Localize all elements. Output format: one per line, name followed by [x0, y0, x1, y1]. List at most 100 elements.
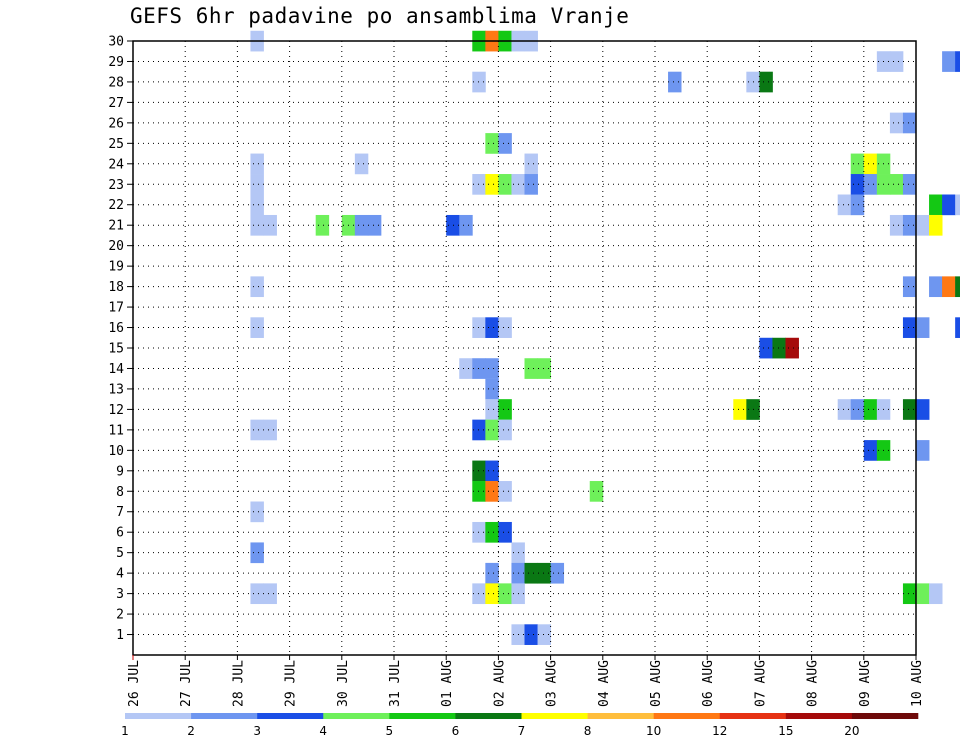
heatmap-cell: [550, 562, 565, 584]
heatmap-cell: [916, 317, 930, 338]
colorbar-swatch: [719, 713, 787, 719]
y-tick-label: 3: [116, 587, 124, 602]
heatmap-cell: [354, 153, 369, 175]
heatmap-cell: [485, 133, 499, 154]
heatmap-cell: [537, 562, 551, 584]
heatmap-cell: [929, 194, 943, 216]
heatmap-cell: [889, 112, 904, 134]
heatmap-cell: [498, 174, 512, 195]
heatmap-cell: [250, 419, 264, 441]
heatmap-cell: [498, 481, 512, 502]
y-tick-label: 29: [108, 55, 124, 70]
heatmap-cell: [850, 174, 865, 195]
heatmap-cell: [263, 583, 277, 605]
heatmap-cell: [263, 419, 277, 441]
heatmap-cell: [785, 337, 799, 359]
y-tick-label: 8: [116, 485, 124, 500]
colorbar-swatch: [257, 713, 324, 719]
colorbar-swatch: [455, 713, 522, 719]
heatmap-cell: [902, 583, 917, 605]
x-tick-label: 06 AUG: [701, 660, 716, 707]
y-tick-label: 2: [116, 608, 124, 623]
heatmap-cell: [250, 194, 264, 216]
y-tick-label: 6: [116, 526, 124, 541]
y-tick-label: 14: [108, 362, 124, 377]
y-tick-label: 1: [116, 628, 124, 643]
heatmap-cell: [485, 378, 499, 400]
x-tick-label: 05 AUG: [649, 660, 664, 707]
x-tick-label: 31 JUL: [388, 660, 403, 707]
y-tick-label: 17: [108, 301, 124, 316]
colorbar-label: 20: [844, 724, 859, 738]
x-tick-label: 30 JUL: [336, 660, 351, 707]
heatmap-cell: [902, 276, 917, 298]
heatmap-cell: [902, 399, 917, 420]
heatmap-cell: [498, 419, 512, 441]
heatmap-cell: [485, 419, 499, 441]
heatmap-cell: [902, 112, 917, 134]
colorbar-swatch: [125, 713, 192, 719]
heatmap-cell: [537, 624, 551, 645]
colorbar-label: 1: [121, 724, 129, 738]
heatmap-cell: [850, 153, 865, 175]
heatmap-cell: [589, 481, 604, 502]
colorbar-label: 6: [452, 724, 460, 738]
colorbar-label: 8: [584, 724, 592, 738]
x-tick-label: 08 AUG: [806, 660, 821, 707]
heatmap-cell: [472, 71, 486, 93]
heatmap-cell: [459, 358, 473, 379]
heatmap-cell: [472, 583, 486, 605]
x-tick-label: 09 AUG: [858, 660, 873, 707]
colorbar-swatch: [521, 713, 588, 719]
colorbar: 1 2 3 4 5 6 7 8 10 12 15 20: [121, 713, 919, 738]
x-tick-label: 27 JUL: [179, 660, 194, 707]
y-tick-label: 20: [108, 239, 124, 254]
heatmap-cell: [955, 317, 960, 338]
heatmap-cell: [498, 133, 512, 154]
heatmap-cell: [916, 214, 930, 236]
heatmap-cell: [472, 317, 486, 338]
heatmap-cell: [902, 174, 917, 195]
heatmap-cell: [850, 399, 865, 420]
colorbar-swatch: [323, 713, 390, 719]
colorbar-label: 12: [712, 724, 727, 738]
heatmap-cell: [759, 71, 773, 93]
y-tick-label: 18: [108, 280, 124, 295]
y-tick-label: 10: [108, 444, 124, 459]
heatmap-cell: [498, 399, 512, 420]
heatmap-cell: [537, 358, 551, 379]
x-tick-label: 02 AUG: [492, 660, 507, 707]
heatmap-cell: [263, 214, 277, 236]
y-tick-label: 23: [108, 178, 124, 193]
heatmap-cell: [485, 358, 499, 379]
colorbar-swatch: [587, 713, 654, 719]
heatmap-cell: [942, 51, 956, 72]
colorbar-swatch: [653, 713, 721, 719]
x-tick-label: 04 AUG: [597, 660, 612, 707]
y-tick-label: 24: [108, 157, 124, 172]
heatmap-cell: [733, 399, 747, 420]
heatmap-cell: [837, 399, 852, 420]
y-tick-label: 25: [108, 137, 124, 152]
y-tick-label: 12: [108, 403, 124, 418]
heatmap-cell: [916, 399, 930, 420]
heatmap-cell: [446, 214, 460, 236]
y-tick-label: 11: [108, 423, 124, 438]
heatmap-cell: [485, 583, 499, 605]
heatmap-cell: [929, 214, 943, 236]
heatmap-cell: [250, 153, 264, 175]
heatmap-cell: [250, 174, 264, 195]
heatmap-cell: [485, 174, 499, 195]
y-tick-label: 15: [108, 342, 124, 357]
y-tick-label: 22: [108, 198, 124, 213]
y-tick-label: 5: [116, 546, 124, 561]
heatmap-cell: [902, 214, 917, 236]
y-tick-label: 9: [116, 464, 124, 479]
heatmap-cell: [498, 583, 512, 605]
colorbar-label: 4: [319, 724, 327, 738]
heatmap-cell: [250, 583, 264, 605]
y-tick-label: 21: [108, 219, 124, 234]
colorbar-label: 15: [778, 724, 793, 738]
heatmap-cell: [889, 51, 904, 72]
y-axis: 1234567891011121314151617181920212223242…: [108, 35, 133, 643]
